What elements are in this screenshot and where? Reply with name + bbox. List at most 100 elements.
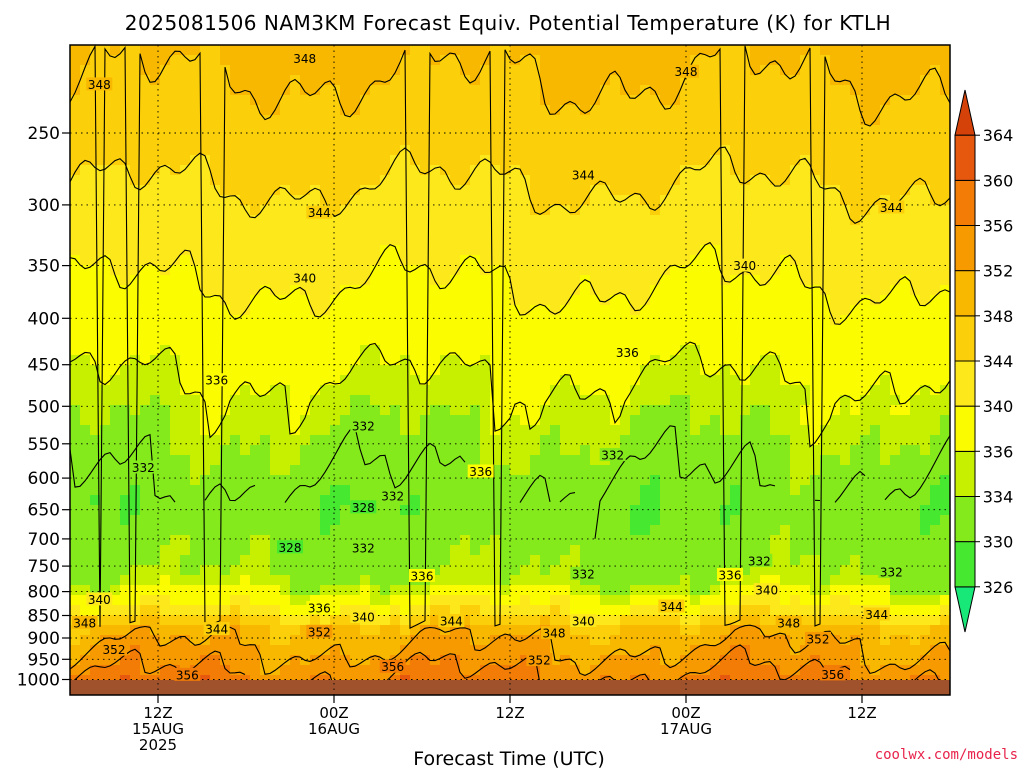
field-cell: [520, 595, 531, 606]
field-cell: [510, 525, 521, 536]
field-cell: [760, 435, 771, 446]
field-cell: [800, 95, 811, 106]
field-cell: [830, 535, 841, 546]
field-cell: [690, 385, 701, 396]
field-cell: [790, 45, 801, 56]
field-cell: [260, 555, 271, 566]
field-cell: [600, 115, 611, 126]
field-cell: [550, 145, 561, 156]
field-cell: [370, 585, 381, 596]
field-cell: [560, 605, 571, 616]
field-cell: [550, 205, 561, 216]
field-cell: [430, 445, 441, 456]
field-cell: [230, 475, 241, 486]
field-cell: [940, 435, 950, 446]
field-cell: [630, 165, 641, 176]
field-cell: [290, 355, 301, 366]
field-cell: [820, 295, 831, 306]
field-cell: [740, 605, 751, 616]
field-cell: [490, 285, 501, 296]
field-cell: [770, 225, 781, 236]
field-cell: [340, 485, 351, 496]
field-cell: [460, 515, 471, 526]
field-cell: [160, 235, 171, 246]
field-cell: [850, 115, 861, 126]
field-cell: [190, 225, 201, 236]
field-cell: [100, 535, 111, 546]
field-cell: [230, 315, 241, 326]
field-cell: [810, 345, 821, 356]
field-cell: [280, 505, 291, 516]
field-cell: [280, 575, 291, 586]
field-cell: [730, 195, 741, 206]
field-cell: [230, 205, 241, 216]
field-cell: [280, 485, 291, 496]
field-cell: [840, 185, 851, 196]
field-cell: [660, 385, 671, 396]
field-cell: [860, 85, 871, 96]
field-cell: [240, 175, 251, 186]
field-cell: [470, 435, 481, 446]
field-cell: [400, 445, 411, 456]
field-cell: [90, 365, 101, 376]
field-cell: [800, 205, 811, 216]
field-cell: [920, 165, 931, 176]
field-cell: [150, 165, 161, 176]
field-cell: [460, 425, 471, 436]
field-cell: [260, 325, 271, 336]
field-cell: [480, 345, 491, 356]
field-cell: [100, 305, 111, 316]
field-cell: [890, 215, 901, 226]
field-cell: [630, 405, 641, 416]
field-cell: [200, 415, 211, 426]
field-cell: [790, 485, 801, 496]
field-cell: [460, 185, 471, 196]
field-cell: [260, 235, 271, 246]
field-cell: [640, 505, 651, 516]
field-cell: [840, 205, 851, 216]
field-cell: [570, 45, 581, 56]
field-cell: [310, 345, 321, 356]
field-cell: [600, 595, 611, 606]
field-cell: [550, 195, 561, 206]
field-cell: [840, 555, 851, 566]
field-cell: [720, 55, 731, 66]
field-cell: [890, 285, 901, 296]
field-cell: [790, 595, 801, 606]
field-cell: [670, 445, 681, 456]
field-cell: [650, 475, 661, 486]
field-cell: [810, 555, 821, 566]
field-cell: [320, 395, 331, 406]
field-cell: [550, 55, 561, 66]
field-cell: [940, 515, 950, 526]
field-cell: [90, 235, 101, 246]
field-cell: [680, 395, 691, 406]
field-cell: [360, 85, 371, 96]
field-cell: [450, 115, 461, 126]
field-cell: [920, 135, 931, 146]
field-cell: [450, 125, 461, 136]
field-cell: [800, 555, 811, 566]
field-cell: [470, 105, 481, 116]
field-cell: [680, 165, 691, 176]
field-cell: [300, 435, 311, 446]
field-cell: [110, 475, 121, 486]
field-cell: [940, 295, 950, 306]
field-cell: [690, 555, 701, 566]
field-cell: [190, 475, 201, 486]
field-cell: [750, 535, 761, 546]
field-cell: [750, 415, 761, 426]
field-cell: [200, 135, 211, 146]
field-cell: [850, 135, 861, 146]
field-cell: [320, 365, 331, 376]
field-cell: [70, 245, 81, 256]
field-cell: [330, 195, 341, 206]
field-cell: [240, 415, 251, 426]
field-cell: [560, 595, 571, 606]
field-cell: [860, 115, 871, 126]
field-cell: [860, 255, 871, 266]
field-cell: [740, 355, 751, 366]
field-cell: [810, 215, 821, 226]
field-cell: [100, 375, 111, 386]
field-cell: [100, 515, 111, 526]
